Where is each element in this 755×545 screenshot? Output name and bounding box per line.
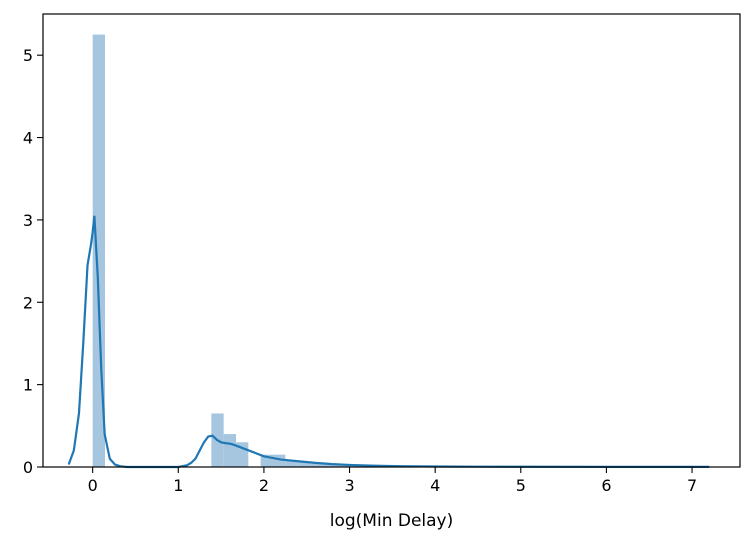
histogram-bar [322, 464, 335, 467]
plot-frame [42, 13, 741, 468]
histogram-bar [334, 465, 347, 467]
y-tick-label: 3 [23, 211, 33, 230]
x-tick-label: 4 [430, 476, 440, 495]
x-tick-label: 2 [259, 476, 269, 495]
x-tick-label: 0 [88, 476, 98, 495]
x-tick-label: 6 [601, 476, 611, 495]
x-tick-label: 1 [173, 476, 183, 495]
histogram-bar [309, 463, 323, 467]
histogram-bar [346, 465, 360, 467]
histogram-bar [297, 462, 310, 467]
y-tick-label: 4 [23, 129, 33, 148]
kde-curve [67, 215, 710, 469]
x-tick-label: 3 [344, 476, 354, 495]
x-tick-label: 5 [516, 476, 526, 495]
histogram-bar [223, 434, 237, 467]
histogram-bar [285, 460, 298, 467]
y-tick-label: 5 [23, 46, 33, 65]
y-tick-label: 1 [23, 376, 33, 395]
x-axis-label: log(Min Delay) [330, 511, 454, 531]
y-tick-label: 0 [23, 458, 33, 477]
x-tick-label: 7 [687, 476, 697, 495]
y-axis-ticks: 0 1 2 3 4 5 [23, 46, 43, 477]
y-tick-label: 2 [23, 293, 33, 312]
x-axis-ticks: 0 1 2 3 4 5 6 7 [88, 467, 697, 495]
